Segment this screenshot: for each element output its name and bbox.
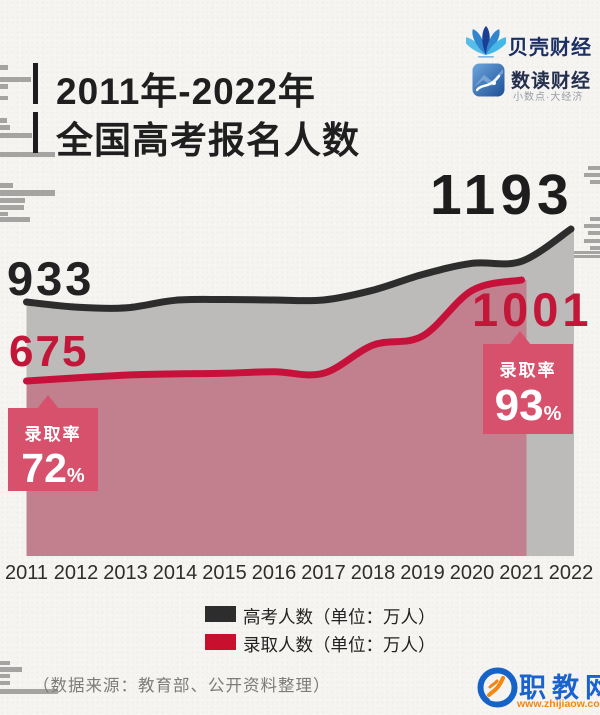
callout-arrow-up-icon	[509, 331, 531, 345]
decorative-dash	[590, 217, 600, 221]
x-axis-label-2019: 2019	[400, 562, 445, 584]
legend-label: 录取人数（单位：万人）	[243, 635, 436, 655]
zhijiaow-site-name: 职教网	[519, 673, 600, 703]
admission-rate-label: 录取率	[499, 361, 557, 380]
decorative-dash	[0, 212, 8, 216]
admission-rate-callout-2011: 录取率 72%	[8, 395, 98, 491]
x-axis-label-2017: 2017	[301, 562, 346, 584]
decorative-dash	[584, 239, 600, 243]
x-axis-label-2015: 2015	[202, 562, 247, 584]
exam-count-2011-label: 933	[7, 252, 95, 305]
admit-count-line	[23, 276, 525, 385]
decorative-dash	[590, 246, 600, 250]
page-title-line2: 全国高考报名人数	[56, 120, 360, 161]
shudu-finance-icon	[472, 63, 505, 97]
decorative-dash	[590, 180, 600, 184]
decorative-dash	[588, 166, 600, 170]
admit-area-fill	[26, 280, 527, 556]
x-axis-label-2013: 2013	[103, 562, 148, 584]
x-axis-label-2014: 2014	[152, 562, 198, 584]
decorative-dash	[0, 190, 55, 196]
decorative-dash	[584, 224, 600, 228]
data-source-note: （数据来源：教育部、公开资料整理）	[33, 677, 331, 695]
decorative-dash	[0, 152, 55, 157]
page-title-line1: 2011年-2022年	[56, 71, 316, 112]
decorative-dash	[0, 217, 30, 222]
title-accent-bar	[33, 112, 38, 153]
admission-rate-callout-2021: 录取率 93%	[483, 331, 573, 434]
legend-label: 高考人数（单位：万人）	[243, 607, 436, 627]
decorative-dash	[0, 65, 8, 70]
admit-count-2021-label: 1001	[472, 283, 593, 336]
decorative-dash	[0, 205, 24, 210]
decorative-dash	[0, 667, 22, 672]
admit-count-2011-label: 675	[9, 327, 89, 376]
admission-rate-value: 93%	[494, 381, 562, 430]
callout-arrow-up-icon	[37, 395, 59, 409]
shudu-finance-tagline: 小数点·大经济	[513, 92, 584, 103]
x-axis-label-2016: 2016	[251, 562, 297, 584]
legend-swatch-icon	[205, 634, 236, 650]
beike-finance-logo-text: 贝壳财经	[508, 37, 592, 59]
beike-finance-shell-icon	[466, 26, 506, 58]
x-axis-label-2020: 2020	[449, 562, 495, 584]
decorative-dash	[588, 231, 600, 235]
legend-swatch-icon	[205, 606, 236, 622]
decorative-dash	[0, 125, 10, 130]
decorative-dash	[0, 77, 31, 82]
decorative-dash	[0, 689, 58, 694]
shudu-finance-logo-text: 数读财经	[511, 71, 592, 92]
decorative-dash	[0, 133, 32, 138]
decorative-dash	[0, 84, 8, 89]
decorative-dash	[0, 183, 13, 188]
zhijiaow-site-url: www.zhijiaow.com	[517, 698, 600, 710]
decorative-dash	[0, 674, 10, 678]
decorative-dash	[0, 118, 7, 123]
x-axis-label-2018: 2018	[350, 562, 396, 584]
decorative-dash	[0, 681, 10, 685]
decorative-dash	[0, 96, 8, 100]
decorative-dash	[0, 661, 10, 665]
zhijiaow-logo-icon	[477, 667, 518, 708]
exam-count-line	[23, 225, 575, 312]
admission-rate-value: 72%	[21, 445, 85, 491]
decorative-dash	[0, 198, 25, 203]
x-axis-label-2022: 2022	[548, 562, 594, 584]
x-axis-label-2011: 2011	[4, 562, 48, 584]
decorative-dash	[584, 173, 600, 177]
exam-count-2022-label: 1193	[430, 163, 574, 227]
title-accent-bar	[33, 63, 38, 104]
x-axis-label-2012: 2012	[53, 562, 99, 584]
admission-rate-label: 录取率	[24, 425, 82, 444]
x-axis-label-2021: 2021	[499, 562, 544, 584]
